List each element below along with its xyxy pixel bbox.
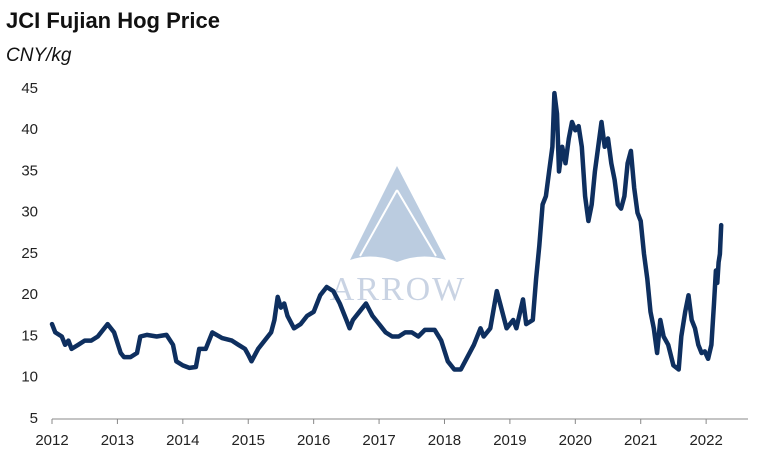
x-tick-label: 2015 — [232, 432, 265, 449]
watermark: ARROW — [330, 271, 467, 308]
x-tick-label: 2019 — [493, 432, 526, 449]
y-tick-label: 20 — [21, 286, 38, 303]
x-tick-label: 2020 — [559, 432, 592, 449]
y-tick-label: 15 — [21, 327, 38, 344]
y-tick-label: 35 — [21, 162, 38, 179]
x-tick-label: 2017 — [362, 432, 395, 449]
logo-lines — [359, 189, 437, 257]
x-tick-label: 2021 — [624, 432, 657, 449]
y-tick-label: 45 — [21, 80, 38, 97]
x-tick-label: 2018 — [428, 432, 461, 449]
x-tick-label: 2012 — [35, 432, 68, 449]
x-tick-label: 2014 — [166, 432, 199, 449]
y-tick-label: 40 — [21, 121, 38, 138]
y-tick-label: 25 — [21, 245, 38, 262]
x-tick-label: 2016 — [297, 432, 330, 449]
y-tick-label: 10 — [21, 369, 38, 386]
y-tick-label: 5 — [30, 410, 38, 427]
y-tick-label: 30 — [21, 204, 38, 221]
price-line — [49, 90, 724, 372]
chart-title: JCI Fujian Hog Price — [6, 8, 220, 33]
x-tick-label: 2022 — [689, 432, 722, 449]
logo-shape — [350, 166, 446, 262]
watermark-logo — [350, 166, 446, 262]
x-tick-label: 2013 — [101, 432, 134, 449]
chart-subtitle: CNY/kg — [6, 45, 72, 66]
